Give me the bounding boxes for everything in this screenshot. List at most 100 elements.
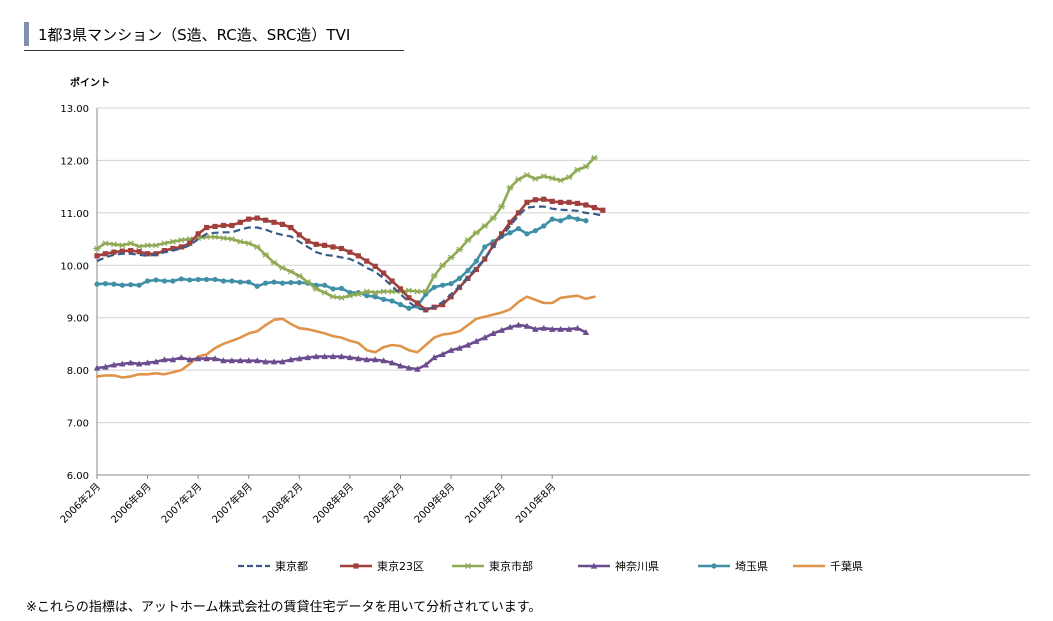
data-point <box>128 248 134 254</box>
data-point <box>127 359 134 366</box>
data-point <box>423 307 429 313</box>
data-point <box>405 287 413 294</box>
data-point <box>372 263 378 269</box>
data-point <box>573 166 582 173</box>
data-point <box>464 341 472 348</box>
data-point <box>541 223 547 229</box>
data-point <box>482 256 488 262</box>
data-point <box>566 214 572 220</box>
marker-stroke <box>228 236 235 243</box>
data-point <box>481 223 489 229</box>
data-point <box>313 241 319 247</box>
data-point <box>448 281 454 287</box>
data-point <box>304 279 312 286</box>
data-point <box>465 267 471 274</box>
marker-stroke <box>523 172 530 179</box>
data-point <box>246 279 252 285</box>
data-point <box>524 199 530 205</box>
data-point <box>304 354 311 361</box>
data-point <box>498 326 505 333</box>
legend-label: 千葉県 <box>830 559 863 573</box>
data-point <box>540 173 548 180</box>
footnote: ※これらの指標は、アットホーム株式会社の賃貸住宅データを用いて分析されています。 <box>26 600 542 615</box>
data-point <box>524 231 530 237</box>
data-point <box>220 222 227 229</box>
data-point <box>600 207 606 213</box>
marker-stroke <box>473 229 480 236</box>
marker-stroke <box>321 289 328 296</box>
data-point <box>364 258 370 264</box>
data-point <box>532 325 539 332</box>
marker-stroke <box>254 243 261 250</box>
data-point <box>363 288 371 295</box>
marker-stroke <box>355 291 362 298</box>
marker-stroke <box>271 259 277 266</box>
data-point <box>228 357 236 364</box>
data-point <box>312 285 320 292</box>
marker-stroke <box>515 176 522 183</box>
data-point <box>263 217 269 223</box>
data-point <box>440 302 446 308</box>
marker-stroke <box>566 174 573 181</box>
data-point <box>118 242 126 249</box>
x-tick-label: 2010年8月 <box>513 480 559 526</box>
data-point <box>515 225 522 232</box>
data-point <box>574 216 581 222</box>
x-tick-label: 2009年2月 <box>361 480 407 526</box>
legend-entry: 千葉県 <box>793 559 863 573</box>
data-point <box>288 224 294 231</box>
data-point <box>414 365 421 372</box>
data-point <box>296 279 302 286</box>
data-point <box>93 245 101 252</box>
legend-label: 東京市部 <box>489 559 533 573</box>
data-point <box>549 198 555 204</box>
data-point <box>152 242 160 249</box>
data-point <box>447 254 455 261</box>
data-point <box>431 284 437 290</box>
data-point <box>271 219 277 225</box>
marker-stroke <box>330 293 336 300</box>
data-point <box>237 357 244 364</box>
marker-stroke <box>153 242 159 249</box>
data-point <box>422 361 429 368</box>
data-point <box>203 224 210 231</box>
title-area: 1都3県マンション（S造、RC造、SRC造）TVI <box>24 20 404 51</box>
grid <box>97 107 1030 476</box>
data-point <box>439 351 446 358</box>
data-point <box>135 360 143 367</box>
data-point <box>422 288 430 295</box>
data-point <box>338 285 345 291</box>
data-point <box>245 240 253 247</box>
data-point <box>583 218 589 224</box>
marker-stroke <box>405 287 412 294</box>
x-tick-label: 2008年2月 <box>260 480 306 526</box>
data-point <box>119 248 125 254</box>
data-point <box>279 221 286 227</box>
data-point <box>262 251 270 258</box>
series-5 <box>95 294 596 379</box>
legend-entry: 東京23区 <box>340 559 424 573</box>
data-point <box>355 355 362 362</box>
data-point <box>211 234 219 240</box>
data-point <box>372 294 378 300</box>
data-point <box>381 296 387 302</box>
series-line <box>96 205 604 311</box>
data-point <box>136 282 142 288</box>
data-point <box>481 334 488 341</box>
data-point <box>347 249 353 255</box>
data-point <box>532 228 538 234</box>
data-point <box>354 291 362 298</box>
data-point <box>440 282 446 288</box>
data-point <box>187 277 193 283</box>
y-tick-label: 9.00 <box>67 314 89 325</box>
data-point <box>431 354 438 361</box>
data-point <box>558 199 564 205</box>
data-point <box>346 354 354 361</box>
data-point <box>338 245 345 252</box>
data-point <box>101 240 110 247</box>
data-point <box>296 232 302 238</box>
marker-stroke <box>287 268 294 275</box>
y-tick-label: 10.00 <box>60 261 89 272</box>
x-tick-label: 2010年2月 <box>462 480 508 526</box>
marker-stroke <box>161 240 168 247</box>
